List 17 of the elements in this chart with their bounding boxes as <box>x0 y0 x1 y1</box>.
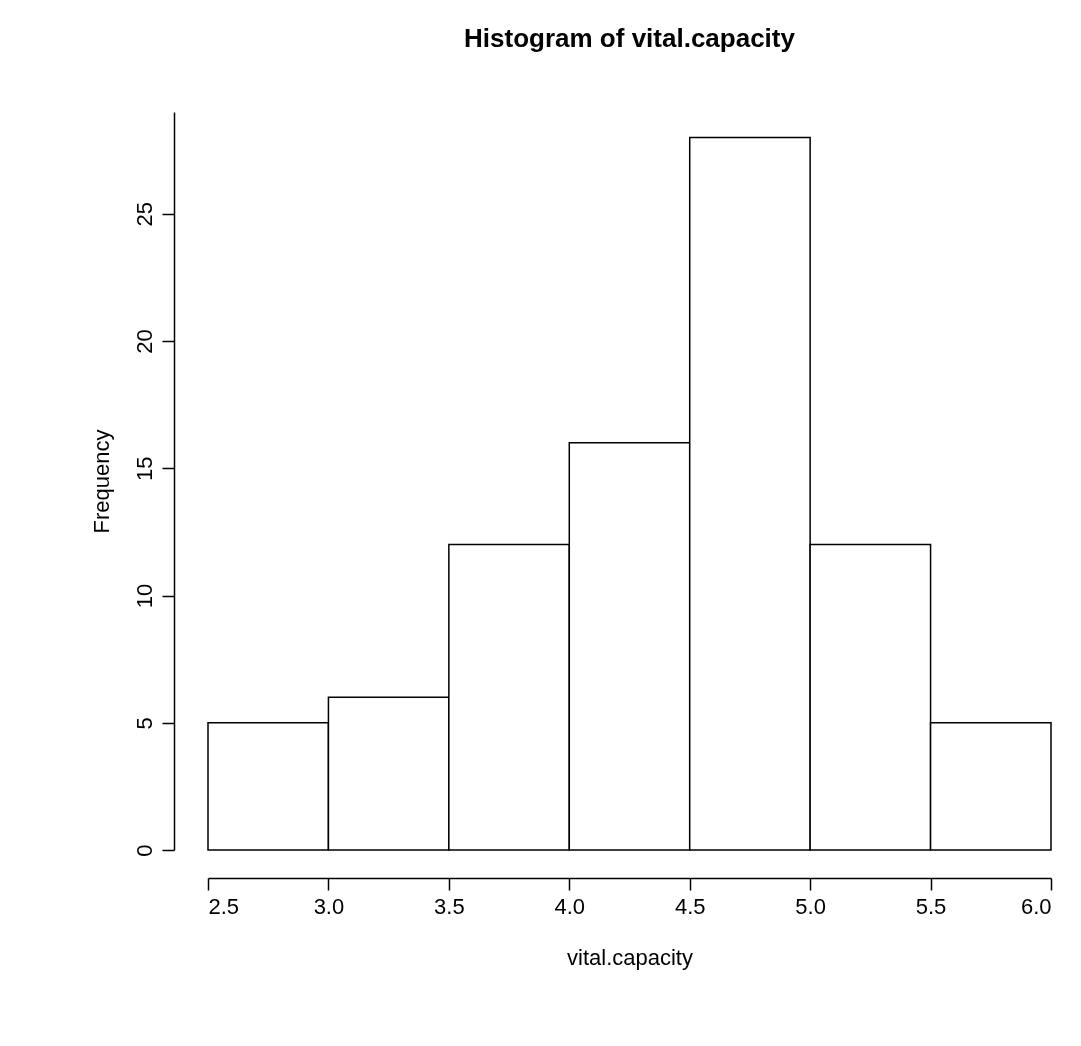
y-tick-label: 0 <box>131 844 157 857</box>
x-tick-label: 4.5 <box>674 893 706 919</box>
y-tick-label: 25 <box>131 202 157 227</box>
chart-title: Histogram of vital.capacity <box>464 23 796 53</box>
y-tick-label: 15 <box>131 456 157 482</box>
y-tick-label: 10 <box>131 583 157 609</box>
x-tick-label: 4.0 <box>554 893 586 919</box>
x-tick-label: 6.0 <box>1020 893 1052 919</box>
y-axis-title: Frequency <box>88 429 114 534</box>
x-tick-label: 3.0 <box>313 893 345 919</box>
x-axis-title: vital.capacity <box>567 944 693 970</box>
y-tick-label: 20 <box>131 329 157 354</box>
x-tick-label: 3.5 <box>434 893 465 919</box>
x-tick-label: 5.0 <box>795 893 826 919</box>
x-tick-label: 2.5 <box>208 893 240 919</box>
x-tick-label: 5.5 <box>915 893 947 919</box>
y-tick-label: 5 <box>131 717 157 730</box>
